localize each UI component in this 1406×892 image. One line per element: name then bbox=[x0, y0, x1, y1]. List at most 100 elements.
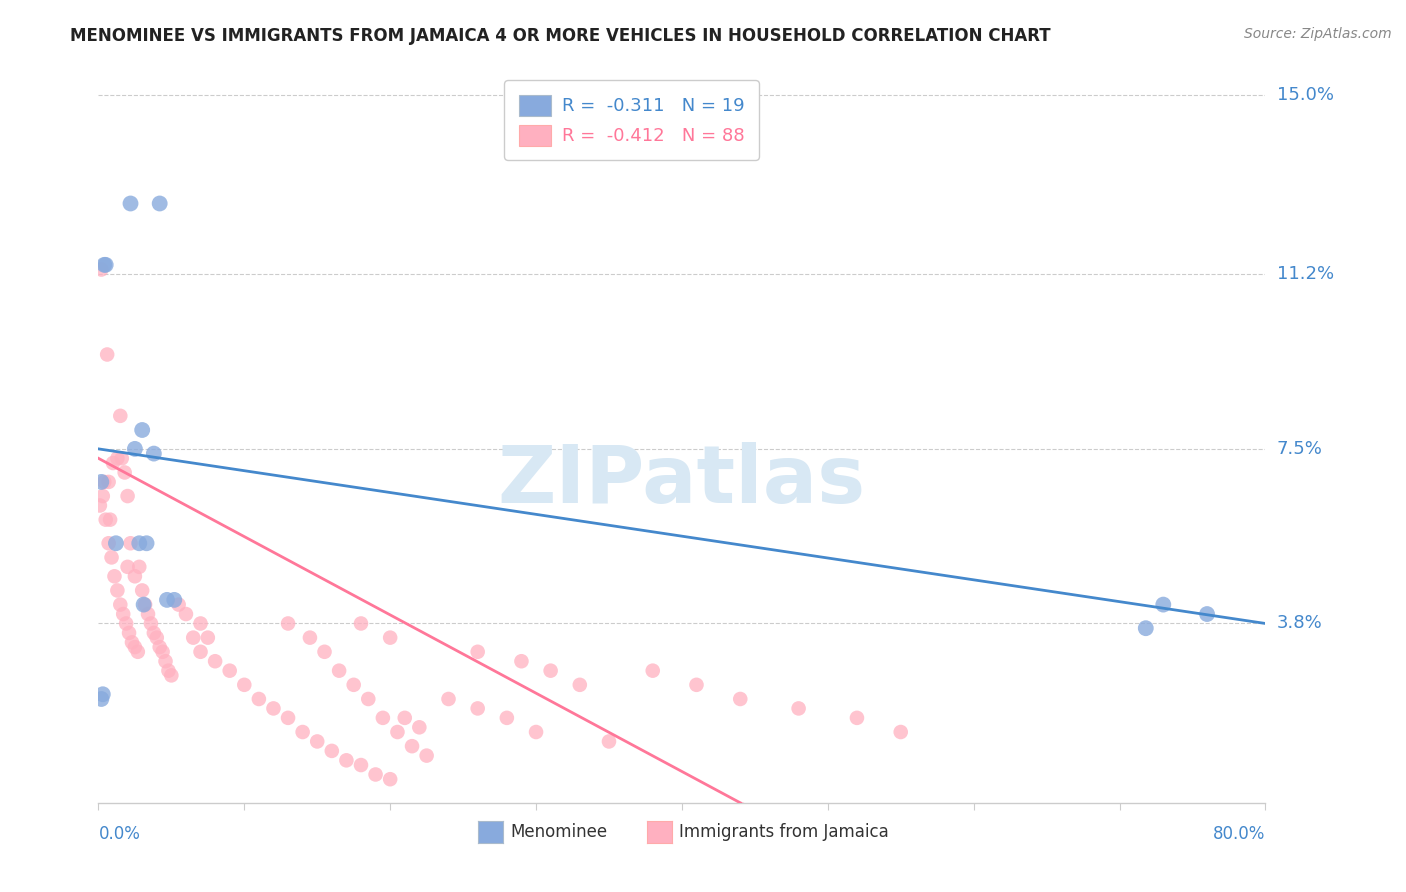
Point bbox=[190, 616, 212, 631]
Point bbox=[112, 607, 135, 621]
Point bbox=[467, 645, 489, 659]
Point bbox=[540, 664, 562, 678]
Point bbox=[101, 456, 124, 470]
Point bbox=[157, 664, 180, 678]
Point bbox=[135, 536, 157, 550]
Point bbox=[94, 513, 117, 527]
Point bbox=[408, 720, 430, 734]
Point bbox=[277, 711, 299, 725]
Point bbox=[104, 536, 127, 550]
Point bbox=[142, 626, 165, 640]
Text: Menominee: Menominee bbox=[510, 822, 607, 841]
Point bbox=[350, 758, 373, 772]
Point bbox=[117, 489, 139, 503]
Point bbox=[364, 767, 387, 781]
Text: 15.0%: 15.0% bbox=[1277, 86, 1333, 104]
Point bbox=[415, 748, 437, 763]
Point bbox=[139, 616, 162, 631]
Point bbox=[98, 513, 121, 527]
Point bbox=[120, 196, 142, 211]
Point bbox=[124, 569, 146, 583]
Point bbox=[124, 442, 146, 456]
Point bbox=[568, 678, 591, 692]
Point bbox=[685, 678, 707, 692]
Point bbox=[350, 616, 373, 631]
Point bbox=[89, 499, 111, 513]
Point bbox=[131, 583, 153, 598]
Point bbox=[114, 466, 136, 480]
Point bbox=[91, 687, 114, 701]
Point bbox=[262, 701, 284, 715]
Point bbox=[149, 196, 172, 211]
Point bbox=[90, 475, 112, 489]
Point bbox=[787, 701, 810, 715]
Point bbox=[93, 475, 115, 489]
Point bbox=[94, 258, 117, 272]
Point bbox=[437, 692, 460, 706]
Point bbox=[128, 559, 150, 574]
Point bbox=[124, 640, 146, 654]
Point bbox=[91, 489, 114, 503]
Point bbox=[149, 640, 172, 654]
Point bbox=[167, 598, 190, 612]
Point bbox=[218, 664, 240, 678]
Point bbox=[100, 550, 122, 565]
Point bbox=[134, 598, 156, 612]
Point bbox=[371, 711, 394, 725]
Text: 11.2%: 11.2% bbox=[1277, 265, 1334, 284]
Point bbox=[598, 734, 620, 748]
Point bbox=[1152, 598, 1174, 612]
Point bbox=[105, 451, 128, 466]
Point bbox=[105, 583, 128, 598]
Point bbox=[103, 569, 125, 583]
Point bbox=[90, 692, 112, 706]
Point bbox=[190, 645, 212, 659]
Point bbox=[142, 447, 165, 461]
Point bbox=[111, 451, 134, 466]
Text: Immigrants from Jamaica: Immigrants from Jamaica bbox=[679, 822, 889, 841]
Point bbox=[378, 631, 402, 645]
Text: MENOMINEE VS IMMIGRANTS FROM JAMAICA 4 OR MORE VEHICLES IN HOUSEHOLD CORRELATION: MENOMINEE VS IMMIGRANTS FROM JAMAICA 4 O… bbox=[70, 27, 1050, 45]
Point bbox=[97, 536, 120, 550]
Point bbox=[357, 692, 380, 706]
Point bbox=[277, 616, 299, 631]
Point bbox=[120, 536, 142, 550]
Point bbox=[181, 631, 204, 645]
Legend: R =  -0.311   N = 19, R =  -0.412   N = 88: R = -0.311 N = 19, R = -0.412 N = 88 bbox=[505, 80, 759, 160]
Point bbox=[197, 631, 219, 645]
Text: Source: ZipAtlas.com: Source: ZipAtlas.com bbox=[1244, 27, 1392, 41]
Point bbox=[387, 725, 409, 739]
Point bbox=[93, 258, 115, 272]
Point bbox=[510, 654, 533, 668]
Point bbox=[136, 607, 159, 621]
Point bbox=[641, 664, 664, 678]
Point bbox=[307, 734, 329, 748]
Point bbox=[163, 593, 186, 607]
Point bbox=[291, 725, 314, 739]
Point bbox=[1135, 621, 1157, 635]
Point bbox=[247, 692, 270, 706]
Point bbox=[155, 654, 177, 668]
Point bbox=[321, 744, 343, 758]
Point bbox=[314, 645, 336, 659]
Point bbox=[115, 616, 138, 631]
Point bbox=[110, 409, 132, 423]
Point bbox=[131, 423, 153, 437]
Point bbox=[394, 711, 416, 725]
Point bbox=[146, 631, 169, 645]
Point bbox=[335, 753, 357, 767]
Point bbox=[328, 664, 350, 678]
Point bbox=[97, 475, 120, 489]
Point bbox=[118, 626, 141, 640]
Point bbox=[127, 645, 149, 659]
Point bbox=[845, 711, 868, 725]
Point bbox=[121, 635, 143, 649]
Point bbox=[495, 711, 517, 725]
Point bbox=[728, 692, 751, 706]
Point bbox=[401, 739, 423, 754]
Point bbox=[524, 725, 547, 739]
Point bbox=[343, 678, 366, 692]
Point bbox=[204, 654, 226, 668]
Text: 0.0%: 0.0% bbox=[98, 825, 141, 843]
Text: 7.5%: 7.5% bbox=[1277, 440, 1323, 458]
